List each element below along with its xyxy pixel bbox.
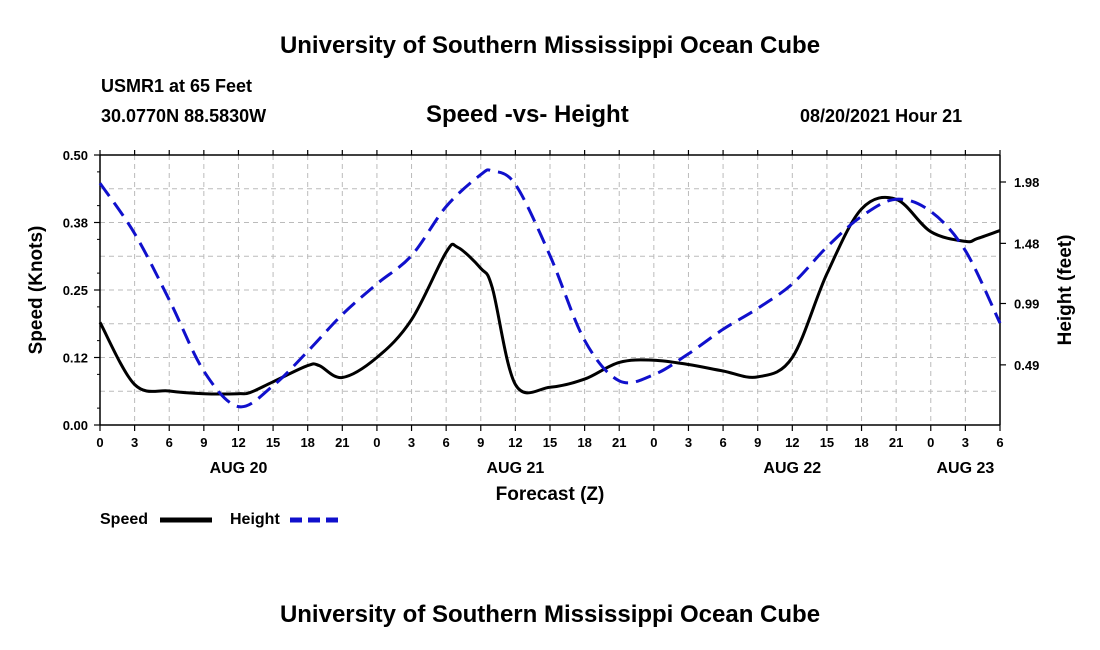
- x-tick-label: 15: [820, 435, 834, 450]
- x-tick-label: 3: [131, 435, 138, 450]
- axes: 0 3 6 9 12 15 18 21 0 3 6 9 12 15 18 21 0 3 6 9 12 15 18 21 0 3 6A…: [63, 148, 1040, 477]
- x-tick-label: 0: [373, 435, 380, 450]
- x-day-label: AUG 23: [936, 460, 994, 477]
- y-axis-right-title: Height (feet): [1055, 235, 1076, 346]
- station-label: USMR1 at 65 Feet: [101, 76, 253, 96]
- x-tick-label: 6: [996, 435, 1003, 450]
- axis-labels: Forecast (Z) Speed (Knots) Height (feet): [26, 226, 1076, 505]
- speed-series-line: [98, 195, 1001, 396]
- legend-height-label: Height: [230, 511, 280, 528]
- y-left-tick-label: 0.25: [63, 283, 88, 298]
- y-right-tick-label: 0.49: [1014, 358, 1039, 373]
- y-left-tick-label: 0.00: [63, 418, 88, 433]
- x-tick-label: 3: [408, 435, 415, 450]
- grid-lines: [100, 155, 1000, 425]
- y-left-tick-label: 0.12: [63, 351, 88, 366]
- x-tick-label: 0: [96, 435, 103, 450]
- x-tick-label: 0: [927, 435, 934, 450]
- y-right-tick-label: 0.99: [1014, 297, 1039, 312]
- height-series-line: [98, 168, 1002, 409]
- x-tick-label: 21: [612, 435, 626, 450]
- series-lines: [98, 168, 1002, 409]
- chart-title-top: University of Southern Mississippi Ocean…: [279, 32, 821, 59]
- x-day-label: AUG 21: [486, 460, 544, 477]
- x-tick-label: 9: [754, 435, 761, 450]
- x-tick-label: 15: [266, 435, 280, 450]
- x-tick-label: 15: [543, 435, 557, 450]
- x-tick-label: 3: [962, 435, 969, 450]
- x-tick-label: 6: [166, 435, 173, 450]
- y-left-tick-label: 0.38: [63, 216, 88, 231]
- x-tick-label: 12: [508, 435, 522, 450]
- legend-speed-label: Speed: [100, 511, 148, 528]
- x-tick-label: 9: [477, 435, 484, 450]
- y-right-tick-label: 1.48: [1014, 236, 1039, 251]
- x-tick-label: 18: [854, 435, 868, 450]
- chart-title-bottom: University of Southern Mississippi Ocean…: [279, 601, 821, 628]
- x-tick-label: 21: [335, 435, 349, 450]
- y-axis-left-title: Speed (Knots): [26, 226, 47, 355]
- x-tick-label: 0: [650, 435, 657, 450]
- x-tick-label: 6: [443, 435, 450, 450]
- x-tick-label: 3: [685, 435, 692, 450]
- y-right-tick-label: 1.98: [1014, 175, 1039, 190]
- x-axis-title: Forecast (Z): [496, 484, 605, 505]
- forecast-datetime: 08/20/2021 Hour 21: [800, 106, 963, 126]
- x-day-label: AUG 20: [210, 460, 268, 477]
- x-tick-label: 9: [200, 435, 207, 450]
- x-tick-label: 12: [231, 435, 245, 450]
- chart-subtitle: Speed -vs- Height: [426, 101, 629, 128]
- x-tick-label: 18: [577, 435, 591, 450]
- station-coordinates: 30.0770N 88.5830W: [101, 106, 267, 126]
- x-tick-label: 21: [889, 435, 903, 450]
- x-tick-label: 18: [300, 435, 314, 450]
- x-tick-label: 6: [719, 435, 726, 450]
- x-tick-label: 12: [785, 435, 799, 450]
- y-left-tick-label: 0.50: [63, 148, 88, 163]
- legend: Speed Height: [100, 511, 342, 528]
- x-day-label: AUG 22: [763, 460, 821, 477]
